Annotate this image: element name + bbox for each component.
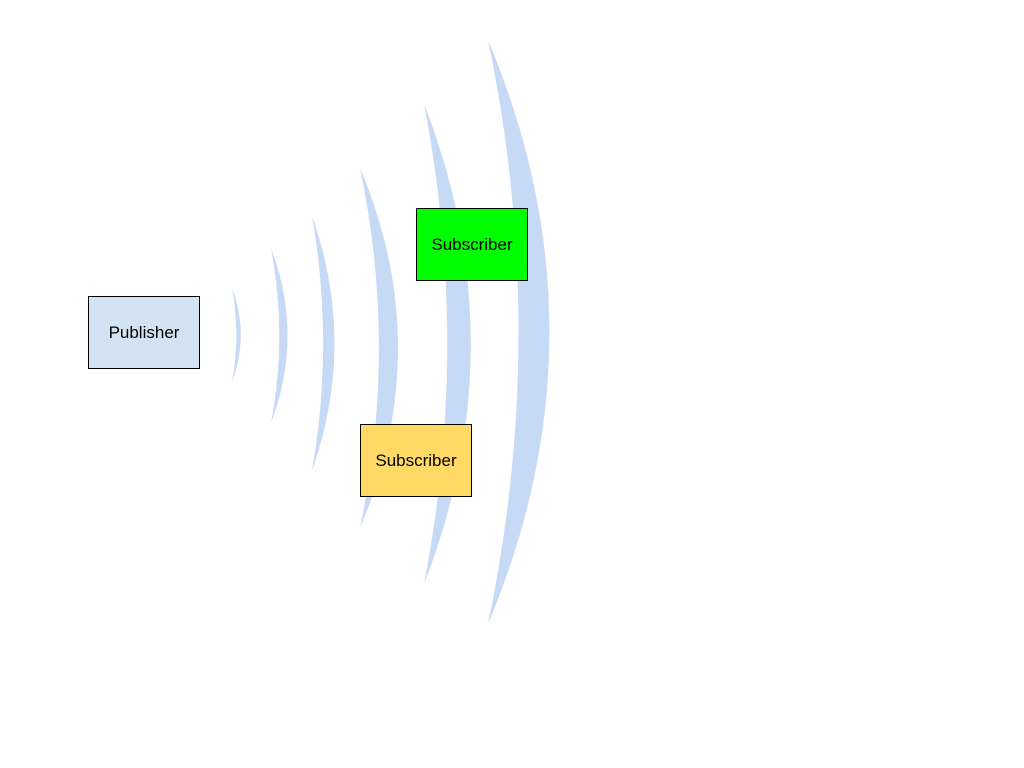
- wave-arc-1: [232, 288, 241, 382]
- wave-arc-2: [271, 248, 288, 423]
- subscriber-node-bottom: Subscriber: [360, 424, 472, 497]
- publisher-label: Publisher: [108, 322, 180, 342]
- publisher-node: Publisher: [88, 296, 200, 369]
- subscriber-label-top: Subscriber: [431, 234, 513, 254]
- wave-arc-5: [424, 104, 471, 584]
- subscriber-node-top: Subscriber: [416, 208, 528, 281]
- broadcast-waves: [232, 40, 550, 624]
- wave-arc-6: [488, 40, 550, 624]
- subscriber-label-bottom: Subscriber: [375, 450, 457, 470]
- wave-arc-3: [312, 216, 335, 471]
